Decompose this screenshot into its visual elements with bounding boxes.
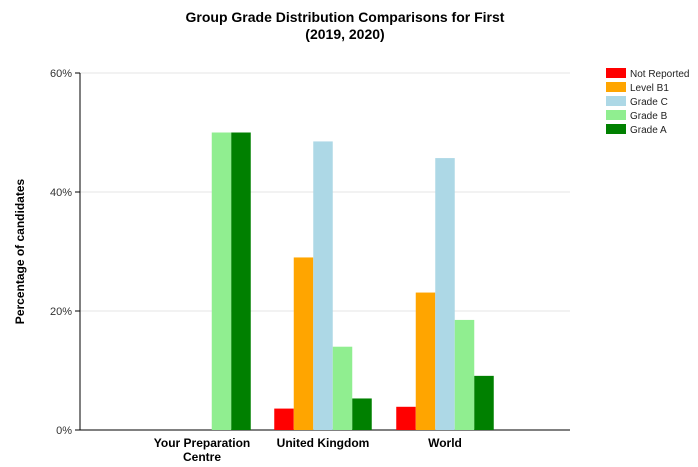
legend-label: Grade A — [630, 125, 667, 136]
legend-swatch — [606, 124, 626, 134]
bar-level-b1 — [415, 292, 436, 430]
chart-title-line: Group Grade Distribution Comparisons for… — [186, 9, 505, 25]
legend-label: Not Reported — [630, 69, 689, 80]
bar-grade-a — [474, 375, 494, 430]
legend: Not Reported Level B1 Grade C Grade B Grade … — [606, 68, 689, 136]
bar-level-b1 — [293, 257, 314, 430]
legend-swatch — [606, 68, 626, 78]
x-category-label: United Kingdom — [277, 436, 370, 450]
bar-grade-b — [211, 132, 232, 430]
legend-label: Level B1 — [630, 83, 669, 94]
legend-swatch — [606, 96, 626, 106]
y-tick-label: 0% — [56, 425, 72, 437]
bars — [211, 132, 494, 431]
bar-grade-c — [435, 158, 455, 430]
y-tick-label: 60% — [50, 68, 72, 80]
y-tick-label: 20% — [50, 306, 72, 318]
y-tick-labels: 0% 20% 40% 60% — [50, 68, 72, 437]
bar-grade-a — [352, 398, 372, 430]
x-category-label: Centre — [183, 450, 221, 464]
chart-title-line: (2019, 2020) — [305, 26, 384, 42]
y-axis-label: Percentage of candidates — [13, 178, 27, 324]
bar-grade-a — [231, 132, 251, 430]
legend-label: Grade B — [630, 111, 668, 122]
x-category-label: World — [428, 436, 462, 450]
bar-grade-b — [454, 319, 475, 430]
legend-label: Grade C — [630, 97, 668, 108]
bar-not-reported — [396, 406, 416, 430]
bar-not-reported — [274, 408, 294, 430]
y-tick-label: 40% — [50, 187, 72, 199]
y-axis-label-group: Percentage of candidates — [13, 178, 27, 324]
bar-grade-c — [313, 141, 333, 431]
bar-grade-b — [332, 346, 353, 430]
legend-swatch — [606, 110, 626, 120]
x-category-label: Your Preparation — [154, 436, 250, 450]
legend-swatch — [606, 82, 626, 92]
chart-title: Group Grade Distribution Comparisons for… — [186, 9, 505, 42]
